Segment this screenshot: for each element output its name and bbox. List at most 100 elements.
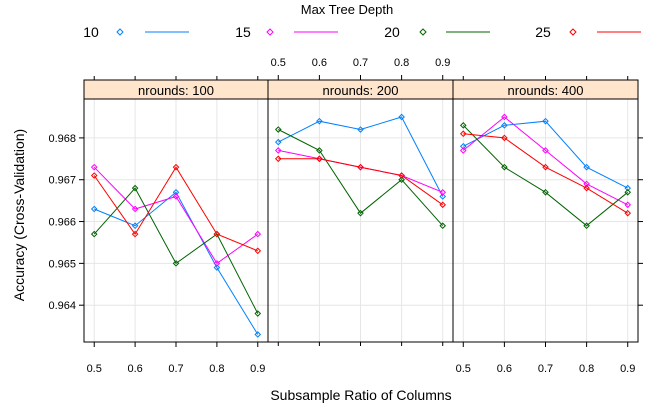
x-axis-title: Subsample Ratio of Columns — [270, 387, 451, 403]
data-point — [583, 180, 590, 188]
x-tick-label: 0.9 — [620, 363, 635, 375]
data-point — [357, 126, 364, 133]
legend-label: 10 — [83, 24, 99, 40]
data-point — [357, 209, 364, 217]
data-point — [439, 193, 447, 200]
x-tick-label: 0.5 — [87, 363, 102, 375]
x-tick-label: 0.6 — [127, 363, 142, 375]
panel: nrounds: 100 — [83, 79, 269, 343]
series-line — [278, 116, 444, 197]
data-point — [439, 188, 447, 196]
data-point — [398, 113, 405, 121]
data-point — [131, 222, 139, 230]
series-line — [278, 158, 443, 206]
data-point — [274, 138, 282, 146]
data-point — [624, 209, 632, 217]
y-tick-label: 0.965 — [48, 258, 76, 270]
legend: 10 15 20 25 — [83, 24, 641, 40]
data-point — [131, 184, 139, 192]
y-tick-label: 0.968 — [48, 133, 76, 145]
strip-label: nrounds: 400 — [508, 83, 584, 98]
y-tick-label: 0.967 — [48, 175, 76, 187]
x-tick-label: 0.7 — [538, 363, 553, 375]
data-point — [213, 260, 221, 267]
data-point — [90, 205, 98, 213]
data-point — [274, 155, 282, 163]
data-point — [459, 130, 467, 138]
data-point — [254, 310, 262, 317]
legend-marker — [569, 28, 577, 36]
data-point — [254, 230, 262, 238]
data-point — [172, 163, 180, 171]
legend-label: 20 — [384, 24, 400, 40]
data-point — [583, 184, 590, 192]
data-point — [624, 188, 632, 196]
legend-title: Max Tree Depth — [301, 2, 394, 17]
data-point — [501, 113, 508, 121]
axes: 0.5 0.6 0.7 0.8 0.9 0.5 0.6 0.7 0.8 0.9 0.5 0.6 0.7 0… — [48, 57, 643, 375]
data-point — [542, 163, 549, 171]
series-line — [278, 129, 444, 227]
data-point — [624, 201, 632, 209]
data-point — [316, 117, 323, 125]
data-point — [213, 230, 221, 238]
x-tick-label: 0.7 — [353, 57, 368, 69]
data-point — [213, 264, 221, 271]
y-tick-label: 0.964 — [48, 300, 76, 312]
data-point — [398, 172, 405, 179]
x-tick-label: 0.5 — [456, 363, 471, 375]
data-point — [439, 222, 447, 230]
series-line — [93, 166, 258, 252]
legend-label: 15 — [235, 24, 251, 40]
data-point — [316, 155, 323, 163]
data-point — [357, 163, 364, 171]
data-point — [542, 147, 549, 154]
x-tick-label: 0.7 — [168, 363, 183, 375]
data-point — [583, 222, 590, 230]
data-point — [274, 126, 282, 133]
panel: nrounds: 200 — [267, 79, 454, 343]
data-point — [172, 260, 180, 267]
data-point — [542, 188, 549, 196]
data-point — [459, 142, 467, 150]
panel: nrounds: 400 — [452, 79, 639, 343]
data-point — [172, 188, 180, 196]
x-tick-label: 0.8 — [579, 363, 594, 375]
data-point — [583, 163, 590, 171]
series-line — [463, 120, 628, 189]
x-tick-label: 0.8 — [394, 57, 409, 69]
data-point — [459, 147, 467, 154]
data-point — [172, 193, 180, 200]
legend-marker — [419, 28, 427, 36]
y-axis-title: Accuracy (Cross-Validation) — [11, 129, 27, 301]
data-point — [274, 147, 282, 154]
y-tick-label: 0.966 — [48, 217, 76, 229]
strip-label: nrounds: 200 — [323, 83, 399, 98]
x-tick-label: 0.6 — [497, 363, 512, 375]
data-point — [90, 163, 98, 171]
data-point — [624, 184, 632, 192]
legend-marker — [266, 28, 274, 36]
data-point — [316, 147, 323, 154]
data-point — [254, 247, 262, 255]
series-line — [462, 124, 629, 227]
series-line — [462, 116, 628, 206]
data-point — [439, 201, 447, 209]
x-tick-label: 0.9 — [435, 57, 450, 69]
data-point — [501, 134, 508, 142]
series-line — [93, 187, 259, 314]
data-point — [131, 205, 139, 213]
x-tick-label: 0.6 — [312, 57, 327, 69]
panels: nrounds: 100 nrounds: 200 nrounds: 400 — [83, 79, 639, 343]
data-point — [459, 122, 467, 129]
legend-marker — [116, 28, 124, 36]
legend-label: 25 — [535, 24, 551, 40]
data-point — [131, 230, 139, 238]
x-tick-label: 0.9 — [250, 363, 265, 375]
data-point — [501, 122, 508, 129]
data-point — [501, 163, 508, 171]
data-point — [90, 230, 98, 238]
strip-label: nrounds: 100 — [138, 83, 214, 98]
series-line — [94, 191, 259, 335]
